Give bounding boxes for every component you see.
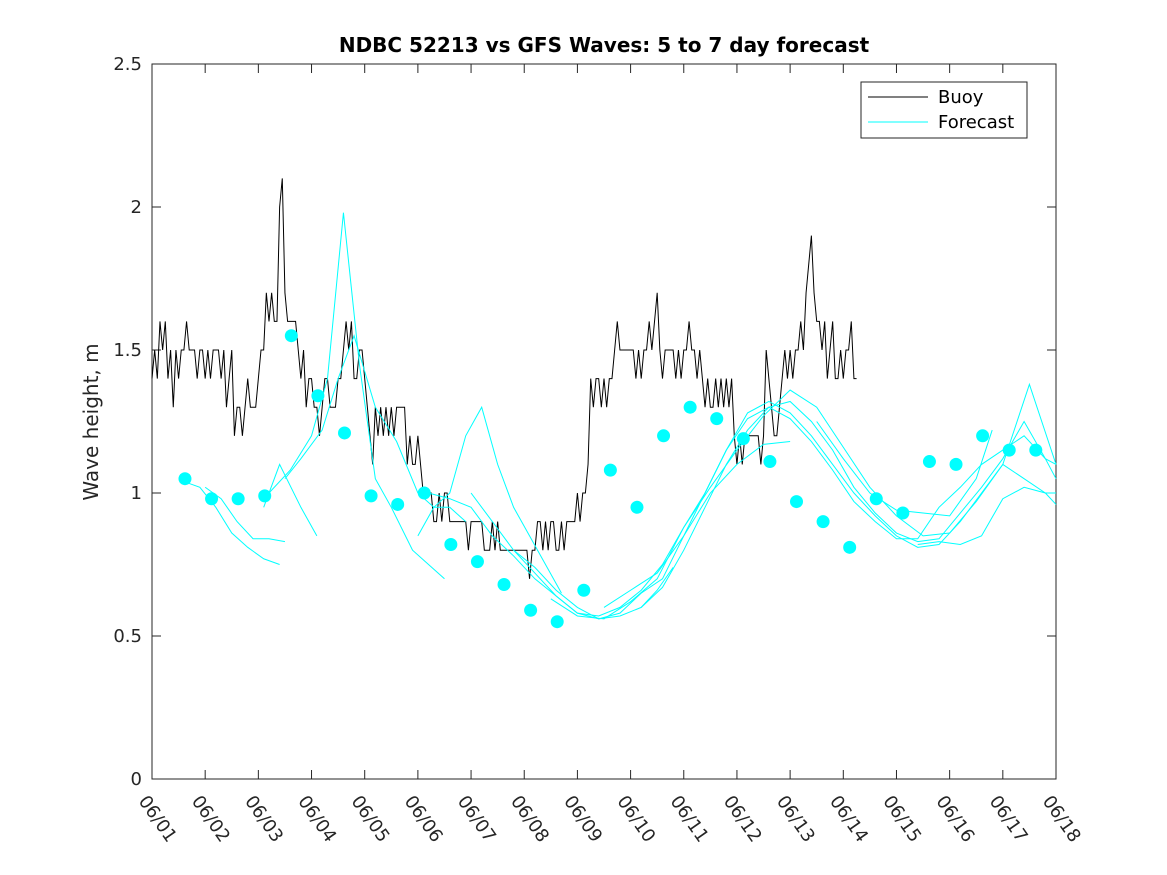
forecast-marker (391, 497, 405, 511)
forecast-marker (550, 615, 564, 629)
forecast-marker (524, 603, 538, 617)
forecast-marker (577, 583, 591, 597)
x-tick-label: 06/12 (719, 792, 766, 847)
forecast-run-line (268, 212, 445, 580)
forecast-series (183, 212, 1057, 620)
y-tick-label: 0.5 (113, 626, 142, 647)
x-tick-label: 06/10 (612, 792, 659, 847)
chart-title: NDBC 52213 vs GFS Waves: 5 to 7 day fore… (339, 33, 870, 57)
forecast-run-line (183, 481, 280, 565)
forecast-marker (1029, 443, 1043, 457)
y-tick-label: 1 (131, 483, 142, 504)
forecast-marker (630, 500, 644, 514)
x-tick-label: 06/05 (347, 792, 394, 847)
x-tick-label: 06/13 (772, 792, 819, 847)
forecast-markers (178, 329, 1043, 629)
forecast-run-line (603, 441, 791, 608)
forecast-marker (205, 492, 219, 506)
y-tick-label: 2.5 (113, 54, 142, 75)
forecast-marker (922, 455, 936, 469)
forecast-run-line (284, 334, 467, 522)
forecast-marker (657, 429, 671, 443)
forecast-marker (337, 426, 351, 440)
forecast-marker (231, 492, 245, 506)
forecast-marker (976, 429, 990, 443)
forecast-marker (603, 463, 617, 477)
forecast-marker (869, 492, 883, 506)
forecast-run-line (550, 382, 1057, 620)
forecast-marker (949, 457, 963, 471)
forecast-run-line (917, 486, 1057, 545)
y-axis-label: Wave height, m (79, 343, 103, 500)
forecast-marker (816, 515, 830, 529)
forecast-marker (417, 486, 431, 500)
forecast-run-line (417, 405, 562, 594)
forecast-marker (470, 555, 484, 569)
forecast-marker (1002, 443, 1016, 457)
x-tick-label: 06/18 (1038, 792, 1085, 847)
forecast-marker (444, 537, 458, 551)
legend-buoy-label: Buoy (938, 87, 984, 108)
x-tick-label: 06/06 (400, 792, 447, 847)
legend-box (860, 81, 1028, 139)
forecast-run-line (204, 486, 286, 543)
axes-box (151, 63, 1057, 780)
forecast-marker (284, 329, 298, 343)
forecast-marker (178, 472, 192, 486)
x-tick-label: 06/02 (187, 792, 234, 847)
y-tick-label: 1.5 (113, 340, 142, 361)
x-tick-label: 06/04 (293, 792, 340, 847)
forecast-run-line (816, 421, 993, 517)
forecast-marker (736, 432, 750, 446)
forecast-run-line (640, 567, 674, 608)
x-tick-label: 06/08 (506, 792, 553, 847)
forecast-marker (258, 489, 272, 503)
y-tick-label: 0 (131, 769, 142, 790)
forecast-run-line (428, 406, 1057, 617)
forecast-marker (311, 389, 325, 403)
forecast-marker (896, 506, 910, 520)
forecast-marker (789, 495, 803, 509)
forecast-marker (843, 540, 857, 554)
forecast-marker (763, 455, 777, 469)
forecast-marker (364, 489, 378, 503)
forecast-run-line (263, 463, 318, 537)
forecast-marker (710, 412, 724, 426)
x-tick-label: 06/16 (932, 792, 979, 847)
x-tick-label: 06/17 (985, 792, 1032, 847)
x-tick-label: 06/09 (559, 792, 606, 847)
x-tick-label: 06/11 (666, 792, 713, 847)
x-tick-label: 06/03 (240, 792, 287, 847)
forecast-marker (683, 400, 697, 414)
x-tick-label: 06/14 (825, 792, 872, 847)
legend-forecast-label: Forecast (938, 112, 1014, 133)
forecast-marker (497, 578, 511, 592)
y-tick-label: 2 (131, 197, 142, 218)
legend: Buoy Forecast (860, 81, 1028, 139)
x-tick-label: 06/07 (453, 792, 500, 847)
x-tick-label: 06/01 (134, 792, 181, 847)
x-tick-label: 06/15 (878, 792, 925, 847)
plot-area (151, 63, 1057, 780)
y-axis: 0 0.5 1 1.5 2 2.5 (113, 54, 1056, 790)
